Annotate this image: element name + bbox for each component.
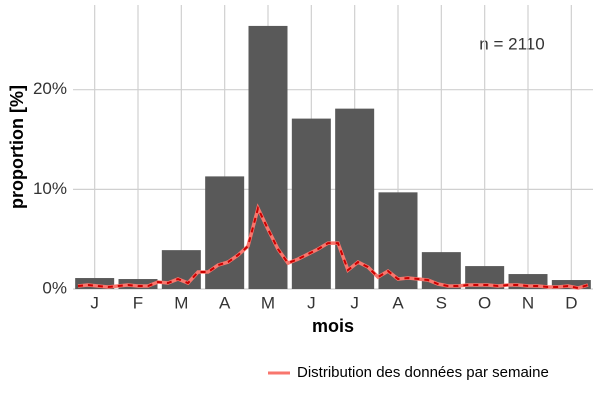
y-tick-label: 10% (33, 179, 67, 198)
x-tick-label: S (436, 293, 447, 312)
bar (421, 252, 461, 289)
x-tick-label: J (90, 293, 99, 312)
x-tick-label: A (392, 293, 404, 312)
y-axis-label: proportion [%] (7, 85, 27, 209)
bar (335, 108, 375, 289)
y-tick-label: 20% (33, 79, 67, 98)
x-tick-label: J (350, 293, 359, 312)
bar (551, 280, 591, 289)
x-tick-label: A (219, 293, 231, 312)
legend-label: Distribution des données par semaine (297, 364, 549, 381)
x-tick-label: M (174, 293, 188, 312)
bar (248, 25, 288, 289)
x-tick-label: O (478, 293, 491, 312)
bar (291, 118, 331, 289)
x-tick-label: D (565, 293, 577, 312)
x-tick-label: M (261, 293, 275, 312)
bar (118, 279, 158, 289)
x-tick-label: F (133, 293, 143, 312)
x-tick-label: J (307, 293, 316, 312)
bar (205, 176, 245, 289)
weekly-line (77, 203, 589, 290)
annotation: n = 2110 (479, 34, 544, 53)
x-tick-label: N (522, 293, 534, 312)
y-tick-label: 0% (42, 278, 67, 297)
bar (75, 278, 115, 289)
x-axis-label: mois (312, 316, 354, 336)
